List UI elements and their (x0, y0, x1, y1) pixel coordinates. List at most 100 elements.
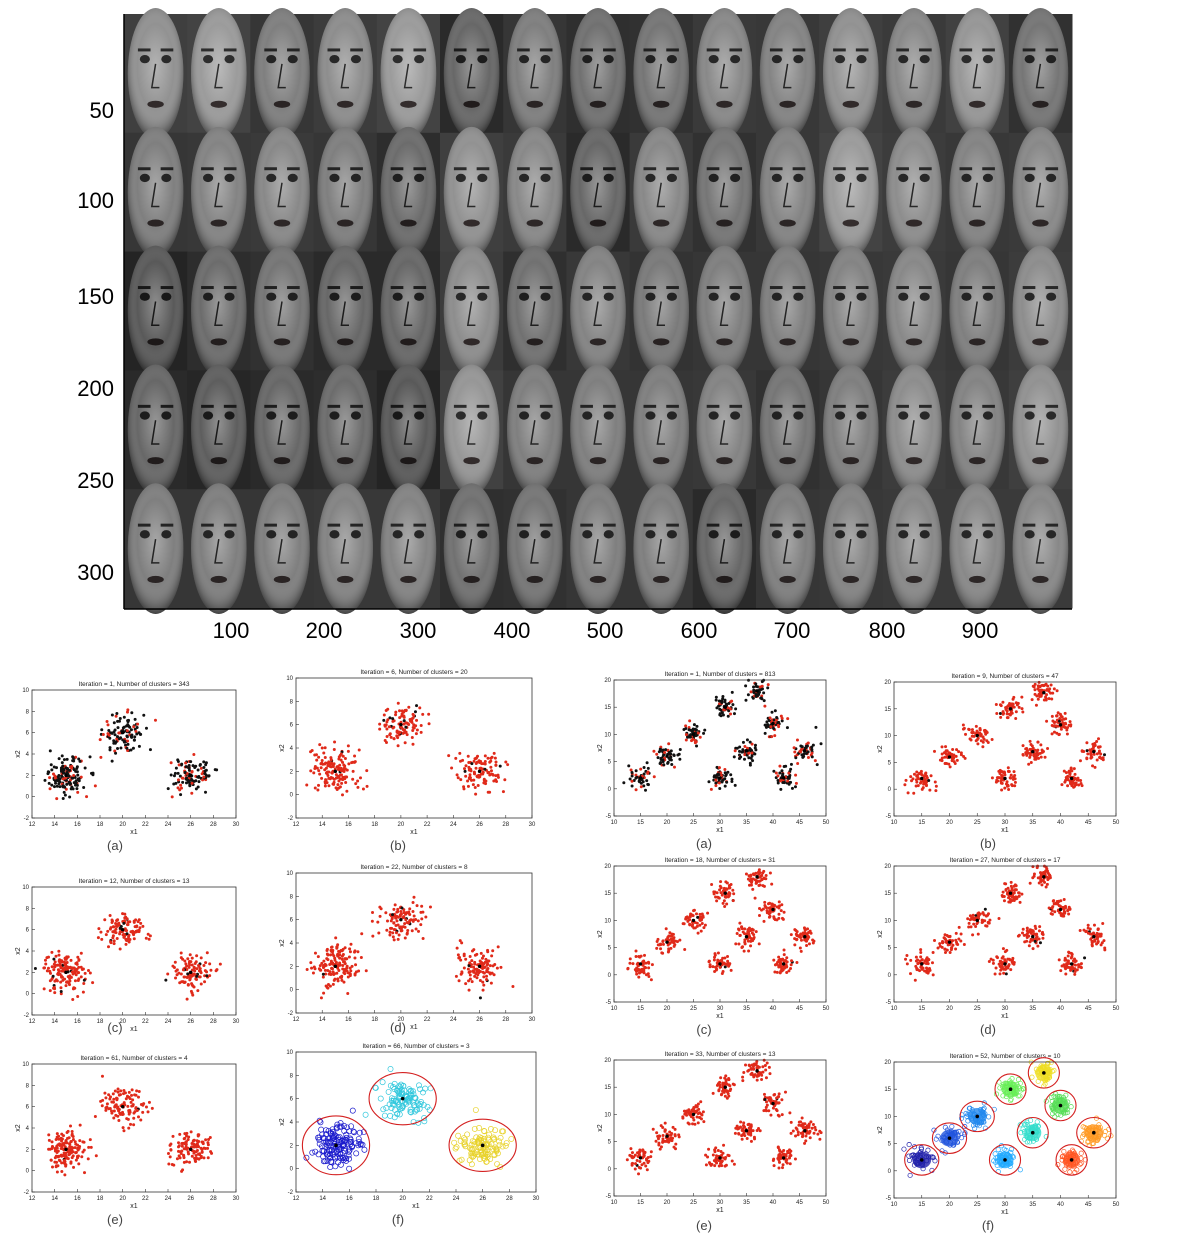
data-point (661, 942, 665, 946)
data-point (75, 1154, 79, 1158)
data-point (331, 970, 335, 974)
data-point (734, 707, 738, 711)
data-point (1010, 888, 1014, 892)
data-point (714, 781, 718, 785)
data-point (61, 796, 65, 800)
data-point (406, 921, 410, 925)
data-point (332, 978, 336, 982)
data-point (119, 1089, 123, 1093)
data-point (472, 965, 476, 969)
data-point (511, 985, 515, 989)
data-point (200, 1140, 204, 1144)
data-point (147, 937, 151, 941)
data-point (696, 1121, 700, 1125)
data-point (329, 953, 333, 957)
data-point (330, 945, 334, 949)
data-point (635, 972, 639, 976)
data-point (335, 1159, 342, 1166)
data-point (746, 939, 750, 943)
data-point (214, 969, 218, 973)
data-point (731, 1082, 735, 1086)
data-point (362, 1111, 369, 1118)
data-point (744, 872, 748, 876)
data-point (122, 1129, 126, 1133)
data-point (716, 951, 720, 955)
data-point (793, 943, 797, 947)
data-point (1066, 954, 1070, 958)
data-point (784, 964, 788, 968)
data-point (391, 717, 395, 721)
data-point (997, 769, 1001, 773)
data-point (1004, 888, 1008, 892)
data-point (326, 953, 330, 957)
data-point (762, 1109, 766, 1113)
data-point (57, 757, 61, 761)
data-point (998, 972, 1002, 976)
data-point (136, 722, 140, 726)
data-point (326, 1139, 333, 1146)
data-point (191, 1139, 195, 1143)
data-point (191, 993, 195, 997)
data-point (342, 766, 346, 770)
data-point (388, 733, 392, 737)
data-point (775, 970, 779, 974)
data-point (1033, 688, 1037, 692)
face-tile (376, 126, 441, 258)
scatter-panel-right-c: Iteration = 18, Number of clusters = 311… (597, 857, 830, 1020)
data-point (309, 1149, 316, 1156)
data-point (668, 931, 672, 935)
data-point (348, 1138, 355, 1145)
data-point (57, 953, 61, 957)
y-tick-label: 20 (884, 864, 891, 870)
data-point (715, 899, 719, 903)
data-point (337, 968, 341, 972)
data-point (455, 946, 459, 950)
data-point (726, 954, 730, 958)
data-point (1010, 783, 1014, 787)
data-point (730, 1159, 734, 1163)
data-point (692, 723, 696, 727)
data-point (928, 788, 932, 792)
data-point (976, 932, 980, 936)
data-point (1020, 707, 1024, 711)
data-point (482, 778, 486, 782)
data-point (86, 969, 90, 973)
data-point (971, 917, 975, 921)
data-point (122, 715, 126, 719)
data-point (799, 750, 803, 754)
data-point (642, 784, 646, 788)
data-point (415, 718, 419, 722)
data-point (166, 787, 170, 791)
x-tick-label: 25 (690, 820, 697, 826)
data-point (486, 959, 490, 963)
data-point (169, 773, 173, 777)
data-point (311, 971, 315, 975)
data-point (314, 753, 318, 757)
data-point (469, 1153, 476, 1160)
data-point (1033, 924, 1037, 928)
data-point (420, 904, 424, 908)
data-point (202, 963, 206, 967)
data-point (1037, 937, 1041, 941)
data-point (104, 1096, 108, 1100)
data-point (350, 964, 354, 968)
data-point (126, 923, 130, 927)
data-point (644, 961, 648, 965)
cluster-center (399, 722, 403, 727)
face-tile (440, 126, 504, 258)
x-tick-label: 22 (424, 822, 431, 828)
data-point (427, 712, 431, 716)
data-point (206, 1156, 210, 1160)
data-point (691, 1122, 695, 1126)
cluster-center (1008, 891, 1013, 895)
data-point (122, 919, 126, 923)
data-point (199, 982, 203, 986)
data-point (415, 904, 419, 908)
data-point (341, 953, 345, 957)
data-point (1097, 737, 1101, 741)
data-point (663, 1128, 667, 1132)
data-point (666, 761, 670, 765)
data-point (744, 684, 748, 688)
data-point (1064, 722, 1068, 726)
data-point (320, 746, 324, 750)
